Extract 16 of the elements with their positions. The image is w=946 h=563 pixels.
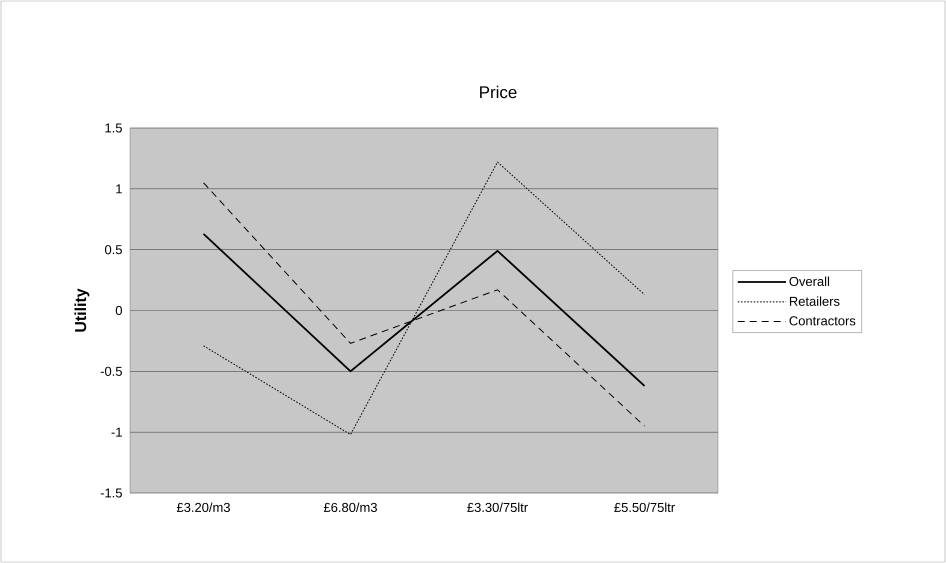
- legend-label: Contractors: [790, 316, 856, 326]
- legend-label: Overall: [789, 276, 830, 286]
- y-tick-label: -0.5: [100, 366, 122, 376]
- y-tick-label: 1: [116, 184, 122, 194]
- y-axis-title: Utility: [74, 288, 90, 332]
- x-tick-label: £3.30/75ltr: [467, 502, 528, 512]
- y-tick-label: 0: [116, 306, 122, 316]
- y-tick-label: -1.5: [100, 488, 122, 498]
- x-tick-label: £3.20/m3: [176, 502, 230, 512]
- x-tick-label: £6.80/m3: [324, 502, 377, 512]
- legend-label: Retailers: [790, 296, 840, 306]
- y-tick-label: 0.5: [104, 245, 122, 254]
- y-tick-label: -1: [112, 428, 122, 437]
- chart-title: Price: [480, 86, 517, 98]
- x-tick-label: £5.50/75ltr: [614, 502, 675, 512]
- y-tick-label: 1.5: [105, 123, 122, 133]
